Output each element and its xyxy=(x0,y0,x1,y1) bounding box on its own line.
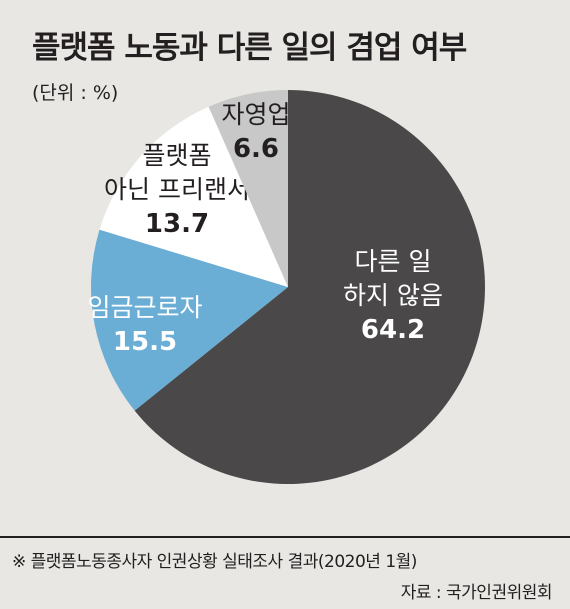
pie-slice-2 xyxy=(99,106,288,287)
slice-category-label: 임금근로자 xyxy=(87,293,202,322)
pie-slice-3 xyxy=(208,90,288,287)
slice-category-label: 플랫폼 xyxy=(142,141,211,170)
chart-title: 플랫폼 노동과 다른 일의 겸업 여부 xyxy=(32,30,467,66)
survey-note: ※ 플랫폼노동종사자 인권상황 실태조사 결과(2020년 1월) xyxy=(12,552,417,572)
pie-slice-0 xyxy=(134,90,485,484)
slice-category-label: 다른 일 xyxy=(355,247,432,276)
footer-divider xyxy=(0,536,570,538)
slice-category-label: 자영업 xyxy=(221,100,290,129)
slice-category-label: 하지 않음 xyxy=(343,281,443,310)
slice-value-label: 13.7 xyxy=(145,209,209,239)
slice-value-label: 6.6 xyxy=(233,134,279,164)
source-credit: 자료 : 국가인권위원회 xyxy=(400,583,553,603)
slice-value-label: 64.2 xyxy=(361,315,425,345)
pie-slice-1 xyxy=(91,229,288,411)
slice-category-label: 아닌 프리랜서 xyxy=(104,175,250,204)
slice-label-1: 임금근로자 15.5 xyxy=(87,293,202,357)
slice-value-label: 15.5 xyxy=(113,327,177,357)
slice-label-0: 다른 일하지 않음 64.2 xyxy=(343,247,443,345)
unit-label: (단위 : %) xyxy=(32,82,119,104)
slice-label-3: 자영업 6.6 xyxy=(221,100,290,164)
